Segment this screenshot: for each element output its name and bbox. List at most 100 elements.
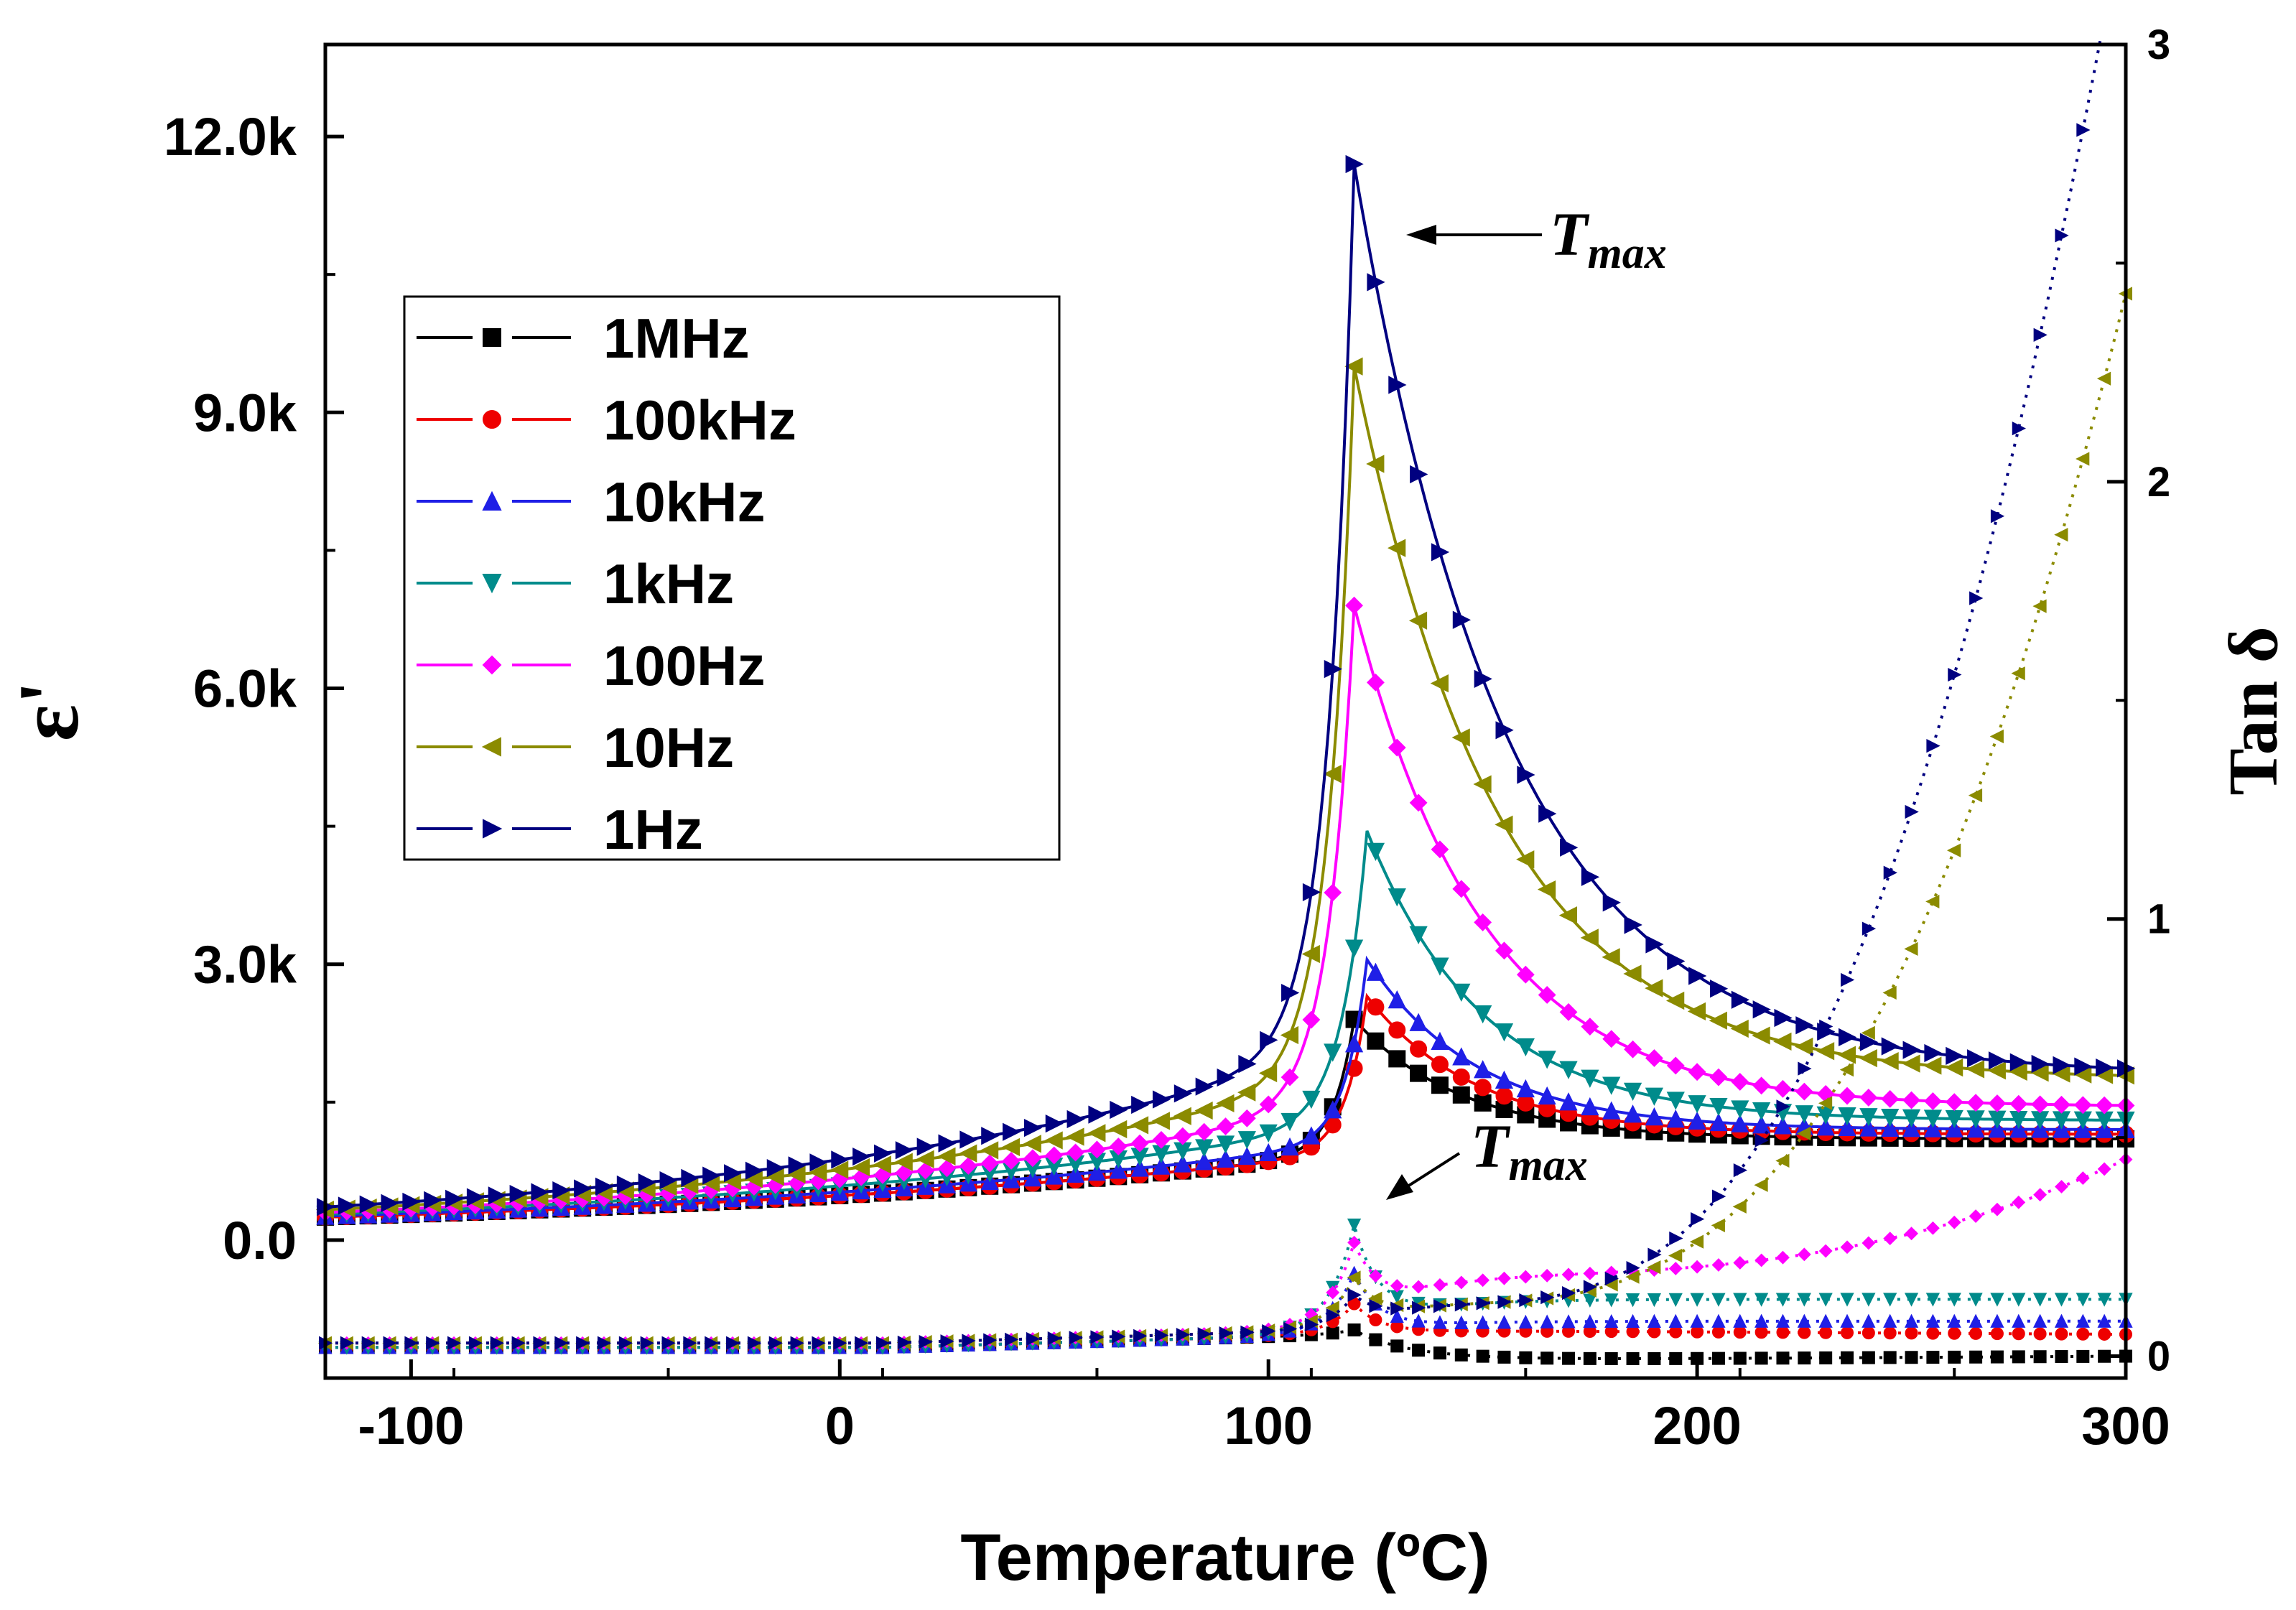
series-1kHz-loss-point: [1625, 1293, 1640, 1308]
series-10Hz-permittivity-point: [1194, 1101, 1213, 1120]
series-100Hz-loss-point: [1818, 1244, 1833, 1258]
series-1Hz-permittivity-point: [402, 1192, 421, 1211]
series-1MHz-loss-point: [1733, 1351, 1747, 1365]
series-10kHz-permittivity-point: [1623, 1104, 1642, 1123]
series-1Hz-loss-point: [812, 1336, 826, 1350]
series-1kHz-loss-point: [1904, 1293, 1919, 1307]
series-100Hz-permittivity-point: [1173, 1127, 1192, 1145]
series-100Hz-permittivity-point: [1966, 1094, 1985, 1112]
series-10kHz-permittivity-point: [1045, 1166, 1064, 1185]
series-100kHz-permittivity-point: [1431, 1056, 1449, 1074]
series-10Hz-loss-point: [2032, 599, 2047, 613]
series-10Hz-permittivity-point: [1495, 815, 1513, 834]
series-1kHz-permittivity-point: [1816, 1106, 1835, 1125]
series-10kHz-loss-point: [1647, 1313, 1662, 1329]
series-1Hz-permittivity-point: [2053, 1056, 2071, 1075]
series-100kHz-loss-point: [1798, 1326, 1811, 1339]
series-10Hz-permittivity-point: [1066, 1127, 1084, 1146]
series-1kHz-loss-point: [1840, 1293, 1854, 1307]
series-1kHz-permittivity-point: [1902, 1109, 1921, 1127]
series-1Hz-loss-point: [1347, 1288, 1362, 1302]
series-10kHz-permittivity-point: [1173, 1154, 1192, 1173]
series-1kHz-permittivity-point: [1431, 957, 1449, 976]
series-1Hz-loss-point: [897, 1335, 912, 1350]
series-1kHz-loss-point: [1818, 1293, 1833, 1307]
series-1Hz-loss-point: [1776, 1099, 1790, 1114]
series-100kHz-permittivity-point: [1474, 1079, 1492, 1097]
series-1Hz-permittivity-point: [381, 1193, 399, 1212]
legend-label: 10Hz: [603, 716, 734, 779]
series-10Hz-loss-point: [1818, 1096, 1833, 1110]
series-100Hz-permittivity-point: [1345, 596, 1363, 615]
series-10kHz-loss-point: [1711, 1313, 1726, 1328]
series-1kHz-loss-point: [1883, 1293, 1897, 1307]
series-1Hz-permittivity-point: [1988, 1051, 2007, 1070]
series-10kHz-loss-point: [2033, 1313, 2048, 1328]
series-10kHz-permittivity-point: [1237, 1146, 1256, 1165]
series-10Hz-permittivity-point: [1795, 1037, 1813, 1056]
series-1Hz-loss-point: [1754, 1133, 1769, 1148]
series-10Hz-permittivity-point: [1709, 1011, 1727, 1030]
series-10kHz-loss-point: [1690, 1313, 1704, 1328]
series-100kHz-loss-point: [1669, 1325, 1683, 1339]
legend-label: 10kHz: [603, 470, 765, 534]
series-10kHz-loss-point: [1625, 1313, 1640, 1329]
series-10Hz-permittivity-point: [1280, 1025, 1299, 1045]
series-10kHz-permittivity-point: [1388, 990, 1406, 1009]
series-1Hz-permittivity-point: [1281, 983, 1300, 1002]
series-10kHz-permittivity-point: [1966, 1119, 1985, 1138]
series-1Hz-permittivity-point: [1195, 1077, 1214, 1096]
x-axis-title: Temperature (ºC): [960, 1521, 1489, 1594]
series-1MHz-loss-point: [1604, 1351, 1618, 1365]
series-1Hz-permittivity-point: [1859, 1033, 1879, 1051]
series-100Hz-permittivity-point: [1838, 1086, 1856, 1105]
series-100Hz-permittivity-point: [1302, 1010, 1321, 1029]
series-100kHz-loss-point: [2012, 1327, 2025, 1341]
series-10Hz-permittivity-point: [2009, 1062, 2027, 1081]
series-10Hz-loss-point: [1647, 1260, 1661, 1275]
series-1Hz-loss-point: [1905, 804, 1919, 819]
series-10Hz-permittivity-point: [937, 1147, 956, 1165]
series-10Hz-loss-point: [1689, 1234, 1704, 1249]
series-10kHz-permittivity-point: [1409, 1013, 1428, 1031]
y-right-axis-title: Tan δ: [2215, 626, 2292, 795]
series-1kHz-loss-point: [1647, 1293, 1662, 1308]
annotation-label-sub: max: [1509, 1141, 1588, 1190]
legend-item: 10Hz: [417, 716, 734, 779]
series-1Hz-permittivity-point: [2031, 1054, 2050, 1074]
legend-label: 1MHz: [603, 307, 750, 370]
series-1Hz-loss-point: [2033, 327, 2048, 343]
series-10Hz-permittivity-point: [1666, 991, 1685, 1010]
series-1Hz-loss-point: [1326, 1308, 1340, 1323]
series-100kHz-loss-point: [2098, 1327, 2111, 1341]
series-1Hz-permittivity-point: [1667, 951, 1686, 971]
series-1Hz-loss-point: [1090, 1330, 1105, 1344]
series-100Hz-loss-point: [2097, 1162, 2111, 1176]
series-100Hz-permittivity-point: [1859, 1088, 1878, 1107]
series-10kHz-permittivity-point: [1645, 1107, 1664, 1126]
series-1Hz-permittivity-point: [1088, 1105, 1107, 1124]
series-1Hz-permittivity-point: [1881, 1037, 1900, 1056]
series-1Hz-loss-point: [1219, 1326, 1233, 1341]
series-1Hz-permittivity-point: [1110, 1100, 1128, 1120]
series-1Hz-permittivity-point: [938, 1134, 957, 1153]
series-10Hz-permittivity-point: [1023, 1135, 1041, 1153]
series-10Hz-permittivity-point: [1237, 1083, 1256, 1102]
series-1kHz-permittivity-point: [1516, 1038, 1535, 1057]
series-1Hz-loss-point: [1176, 1327, 1191, 1342]
series-1MHz-loss-point: [1711, 1351, 1725, 1365]
series-1Hz-permittivity-point: [1217, 1068, 1235, 1087]
series-1Hz-permittivity-point: [616, 1175, 636, 1194]
series-1Hz-permittivity-point: [595, 1177, 614, 1196]
series-100kHz-loss-point: [1883, 1326, 1897, 1340]
series-1Hz-loss-point: [1969, 591, 1984, 605]
series-1kHz-loss-point: [2054, 1293, 2069, 1307]
series-1Hz-permittivity-point: [959, 1130, 978, 1149]
series-1Hz-permittivity-point: [359, 1195, 378, 1214]
arrow-head-icon: [1406, 225, 1436, 245]
series-10Hz-permittivity-point: [1408, 611, 1428, 630]
series-1kHz-loss-point: [2033, 1293, 2048, 1307]
series-1MHz-loss-point: [2076, 1349, 2090, 1363]
legend-label: 100kHz: [603, 388, 796, 452]
series-10kHz-permittivity-point: [1474, 1060, 1492, 1079]
